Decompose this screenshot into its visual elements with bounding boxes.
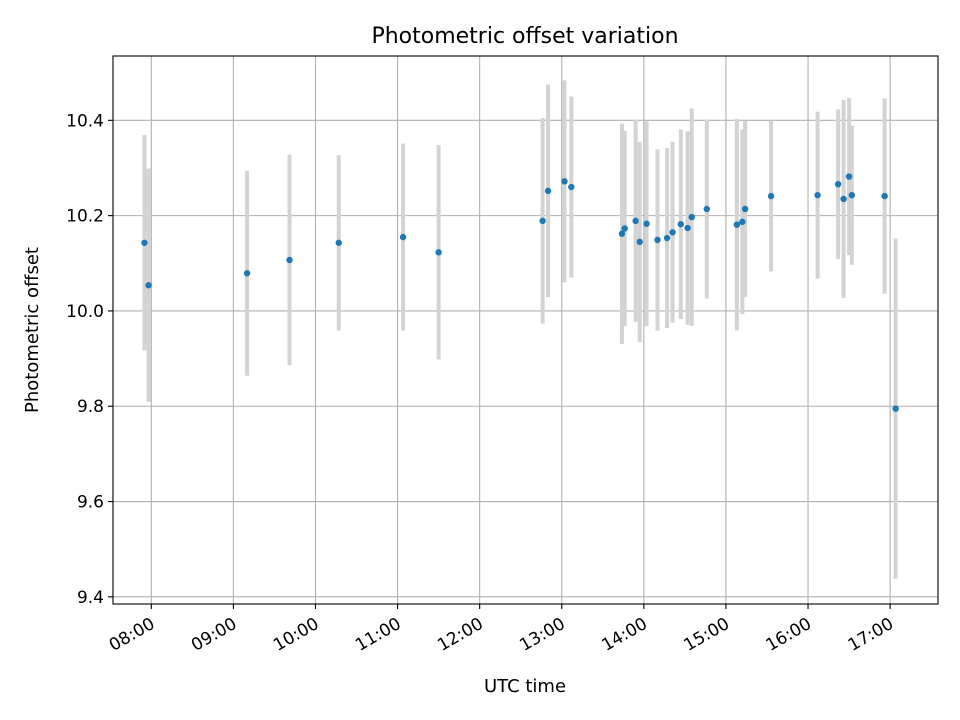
y-axis-label: Photometric offset (22, 247, 43, 413)
data-point (141, 239, 148, 246)
data-point (892, 405, 899, 412)
data-point (568, 183, 575, 191)
data-point (848, 191, 856, 199)
data-point (435, 249, 442, 256)
data-point (286, 256, 293, 264)
data-point (636, 238, 643, 246)
y-tick-label: 9.8 (77, 397, 104, 417)
data-point (733, 221, 741, 228)
y-tick-label: 10.0 (66, 302, 104, 322)
data-point (703, 205, 710, 213)
data-point (243, 270, 251, 277)
data-point (677, 221, 684, 228)
data-point (621, 225, 628, 232)
data-point (618, 230, 626, 237)
y-tick-label: 10.4 (66, 111, 104, 131)
y-tick-label: 9.4 (77, 588, 104, 608)
data-point (669, 229, 676, 236)
grid-layer (113, 56, 938, 604)
data-point (643, 220, 650, 227)
data-point (663, 234, 671, 242)
data-point (561, 178, 568, 185)
x-axis-label: UTC time (484, 676, 566, 697)
data-point (399, 233, 407, 241)
data-point (544, 187, 552, 195)
data-point (840, 195, 847, 203)
plot-frame (112, 55, 939, 605)
chart-title: Photometric offset variation (371, 24, 678, 49)
y-axis-ticks: 9.4 9.6 9.8 10.0 10.2 10.4 (66, 111, 113, 608)
data-point (145, 282, 152, 289)
point-layer (141, 173, 899, 412)
data-point (739, 218, 746, 226)
data-point (539, 217, 546, 225)
data-point (814, 191, 821, 199)
y-tick-label: 10.2 (66, 207, 104, 227)
data-point (335, 239, 342, 246)
data-point (834, 180, 842, 188)
y-tick-label: 9.6 (77, 493, 104, 513)
data-point (654, 236, 661, 244)
data-point (632, 217, 639, 225)
data-point (684, 224, 691, 232)
data-point (688, 213, 695, 221)
data-point (741, 205, 749, 213)
data-point (767, 192, 775, 200)
data-point (881, 192, 888, 200)
data-point (845, 173, 853, 180)
